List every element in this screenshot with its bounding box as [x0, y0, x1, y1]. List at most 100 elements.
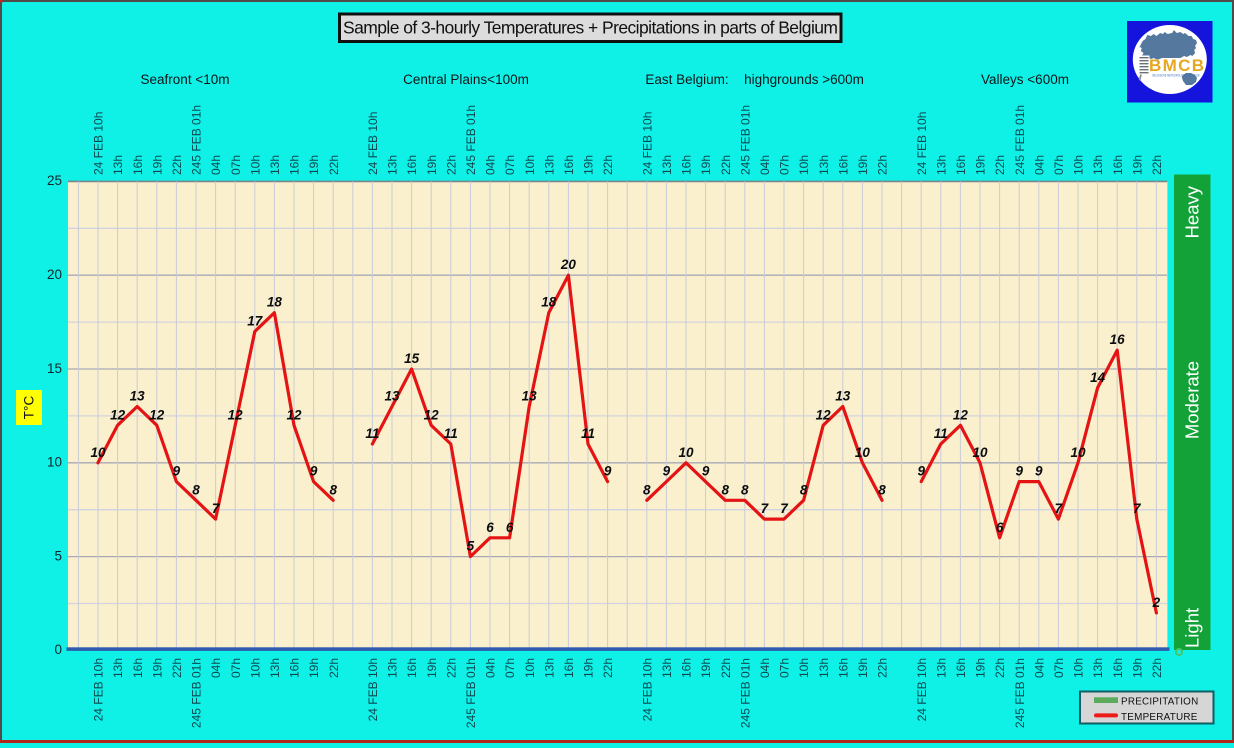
svg-text:245 FEB 01h: 245 FEB 01h	[1013, 105, 1027, 175]
svg-text:BELGISCHE METEOROLOGISCHE CLUB: BELGISCHE METEOROLOGISCHE CLUB	[1153, 74, 1201, 78]
svg-text:8: 8	[721, 482, 729, 497]
svg-text:04h: 04h	[758, 155, 772, 175]
svg-text:9: 9	[1035, 464, 1043, 479]
svg-text:19h: 19h	[1130, 155, 1144, 175]
svg-text:13h: 13h	[386, 658, 400, 678]
svg-text:24 FEB 10h: 24 FEB 10h	[640, 658, 654, 721]
svg-text:11: 11	[934, 426, 948, 441]
svg-text:16h: 16h	[405, 658, 419, 678]
svg-text:12: 12	[424, 407, 440, 422]
svg-text:16h: 16h	[680, 155, 694, 175]
svg-text:9: 9	[1015, 464, 1023, 479]
svg-text:13: 13	[835, 389, 851, 404]
svg-text:Sample of 3-hourly Temperature: Sample of 3-hourly Temperatures + Precip…	[343, 18, 838, 38]
svg-text:16h: 16h	[1111, 658, 1125, 678]
svg-text:12: 12	[110, 407, 126, 422]
svg-text:24 FEB 10h: 24 FEB 10h	[640, 112, 654, 175]
svg-text:9: 9	[917, 464, 925, 479]
svg-text:7: 7	[1133, 501, 1142, 516]
svg-text:22h: 22h	[719, 155, 733, 175]
svg-text:24 FEB 10h: 24 FEB 10h	[366, 112, 380, 175]
svg-text:highgrounds >600m: highgrounds >600m	[744, 72, 864, 87]
svg-text:15: 15	[47, 361, 62, 376]
svg-text:11: 11	[581, 426, 595, 441]
svg-text:17: 17	[247, 314, 264, 329]
svg-text:19h: 19h	[1130, 658, 1144, 678]
svg-text:10: 10	[972, 445, 988, 460]
svg-text:245 FEB 01h: 245 FEB 01h	[190, 105, 204, 175]
svg-text:9: 9	[310, 464, 318, 479]
svg-text:22h: 22h	[444, 155, 458, 175]
svg-text:07h: 07h	[1052, 658, 1066, 678]
svg-text:245 FEB 01h: 245 FEB 01h	[190, 658, 204, 728]
svg-text:22h: 22h	[876, 155, 890, 175]
svg-text:245 FEB 01h: 245 FEB 01h	[464, 105, 478, 175]
svg-text:13h: 13h	[268, 155, 282, 175]
svg-text:Light: Light	[1182, 608, 1203, 648]
svg-text:19h: 19h	[856, 155, 870, 175]
svg-text:14: 14	[1090, 370, 1106, 385]
svg-text:9: 9	[604, 464, 612, 479]
svg-text:20: 20	[47, 267, 62, 282]
svg-text:PRECIPITATION: PRECIPITATION	[1121, 697, 1199, 708]
svg-text:22h: 22h	[1150, 658, 1164, 678]
svg-text:12: 12	[286, 407, 302, 422]
svg-text:16h: 16h	[836, 658, 850, 678]
svg-text:10h: 10h	[797, 155, 811, 175]
svg-text:13h: 13h	[934, 658, 948, 678]
svg-text:04h: 04h	[1032, 658, 1046, 678]
svg-text:24 FEB 10h: 24 FEB 10h	[915, 112, 929, 175]
svg-text:12: 12	[816, 407, 832, 422]
svg-text:22h: 22h	[170, 658, 184, 678]
svg-text:7: 7	[1055, 501, 1064, 516]
svg-text:13: 13	[130, 389, 146, 404]
svg-text:13h: 13h	[660, 155, 674, 175]
svg-text:19h: 19h	[699, 658, 713, 678]
svg-text:8: 8	[741, 482, 749, 497]
svg-text:16h: 16h	[954, 658, 968, 678]
svg-text:13h: 13h	[386, 155, 400, 175]
svg-text:10h: 10h	[1072, 155, 1086, 175]
svg-text:19h: 19h	[425, 155, 439, 175]
svg-text:25: 25	[47, 173, 62, 188]
svg-text:11: 11	[365, 426, 379, 441]
svg-text:15: 15	[404, 351, 420, 366]
svg-text:10: 10	[47, 455, 62, 470]
svg-text:19h: 19h	[307, 155, 321, 175]
svg-text:9: 9	[702, 464, 710, 479]
svg-text:07h: 07h	[503, 155, 517, 175]
svg-text:8: 8	[800, 482, 808, 497]
svg-text:19h: 19h	[582, 155, 596, 175]
svg-text:22h: 22h	[993, 155, 1007, 175]
svg-text:0: 0	[54, 642, 62, 657]
svg-text:16h: 16h	[405, 155, 419, 175]
svg-text:10h: 10h	[797, 658, 811, 678]
svg-text:04h: 04h	[484, 155, 498, 175]
svg-text:13h: 13h	[542, 658, 556, 678]
svg-text:16h: 16h	[562, 658, 576, 678]
svg-text:18: 18	[541, 295, 557, 310]
svg-text:19h: 19h	[974, 155, 988, 175]
svg-text:245 FEB 01h: 245 FEB 01h	[1013, 658, 1027, 728]
svg-text:10h: 10h	[523, 155, 537, 175]
svg-text:Seafront <10m: Seafront <10m	[141, 72, 230, 87]
svg-text:22h: 22h	[327, 658, 341, 678]
svg-text:22h: 22h	[719, 658, 733, 678]
svg-text:22h: 22h	[601, 658, 615, 678]
svg-text:8: 8	[878, 482, 886, 497]
svg-text:5: 5	[467, 539, 475, 554]
svg-text:07h: 07h	[229, 155, 243, 175]
svg-text:07h: 07h	[1052, 155, 1066, 175]
svg-text:10: 10	[1070, 445, 1086, 460]
svg-text:9: 9	[173, 464, 181, 479]
svg-text:6: 6	[486, 520, 494, 535]
svg-text:07h: 07h	[778, 658, 792, 678]
svg-text:24 FEB 10h: 24 FEB 10h	[366, 658, 380, 721]
svg-text:245 FEB 01h: 245 FEB 01h	[738, 105, 752, 175]
svg-text:16h: 16h	[1111, 155, 1125, 175]
svg-text:22h: 22h	[327, 155, 341, 175]
svg-text:East Belgium:: East Belgium:	[645, 72, 728, 87]
svg-text:13h: 13h	[817, 155, 831, 175]
svg-text:16h: 16h	[836, 155, 850, 175]
svg-text:04h: 04h	[484, 658, 498, 678]
